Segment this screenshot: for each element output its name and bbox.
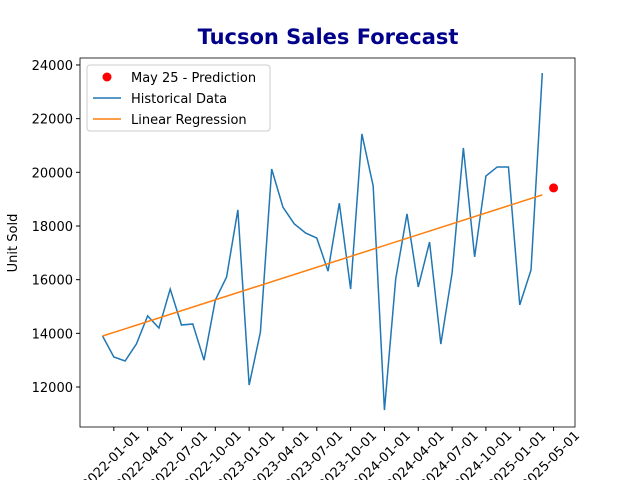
legend-label: May 25 - Prediction <box>131 71 256 86</box>
y-axis-label: Unit Sold <box>6 214 21 273</box>
series-line <box>102 194 543 337</box>
legend-marker <box>102 72 112 82</box>
legend-box <box>86 64 271 132</box>
y-tick-label: 20000 <box>32 166 73 181</box>
legend-label: Historical Data <box>131 92 227 107</box>
y-tick-label: 14000 <box>32 327 73 342</box>
y-tick-label: 18000 <box>32 220 73 235</box>
scatter-point <box>549 183 559 193</box>
y-tick-label: 22000 <box>32 113 73 128</box>
y-tick-label: 12000 <box>32 381 73 396</box>
chart-title: Tucson Sales Forecast <box>198 25 459 49</box>
y-tick-label: 24000 <box>32 59 73 74</box>
legend-label: Linear Regression <box>131 113 247 128</box>
plot-frame <box>79 57 576 428</box>
series-line <box>101 72 544 411</box>
y-tick-label: 16000 <box>32 274 73 289</box>
